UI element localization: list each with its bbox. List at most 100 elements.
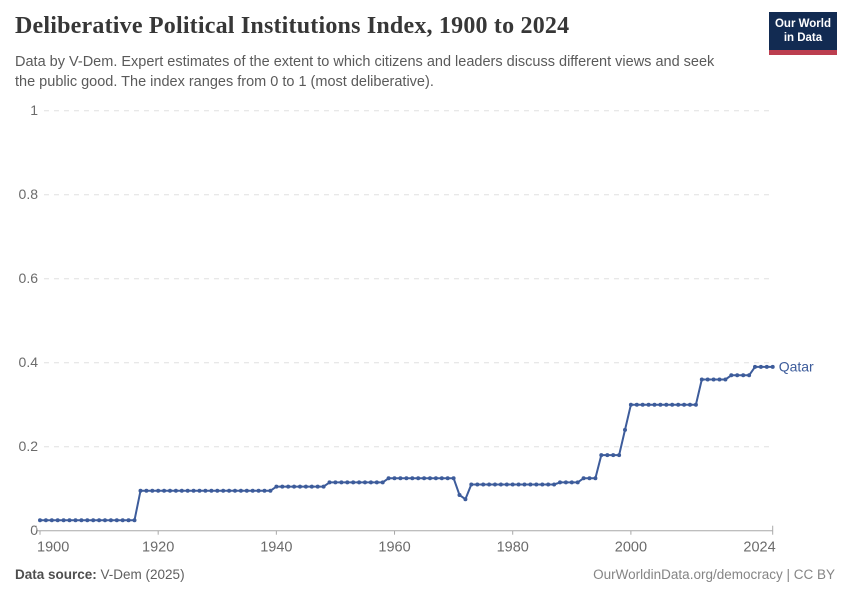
data-point xyxy=(463,497,468,502)
data-point xyxy=(534,482,539,487)
data-point xyxy=(764,364,769,369)
data-point xyxy=(540,482,545,487)
data-point xyxy=(221,488,226,493)
data-point xyxy=(469,482,474,487)
data-point xyxy=(587,476,592,481)
data-point xyxy=(487,482,492,487)
data-point xyxy=(652,402,657,407)
page-title: Deliberative Political Institutions Inde… xyxy=(15,13,570,39)
footer-link[interactable]: OurWorldinData.org/democracy | CC BY xyxy=(593,567,835,582)
data-point xyxy=(386,476,391,481)
data-point xyxy=(280,484,285,489)
data-point xyxy=(103,518,107,523)
data-point xyxy=(404,476,409,481)
data-point xyxy=(315,484,320,489)
data-source: Data source: V-Dem (2025) xyxy=(15,567,185,582)
data-point xyxy=(138,488,143,493)
data-point xyxy=(97,518,102,523)
data-point xyxy=(717,377,722,382)
data-point xyxy=(380,480,385,485)
data-point xyxy=(38,518,42,523)
data-point xyxy=(244,488,249,493)
data-point xyxy=(670,402,675,407)
data-point xyxy=(73,518,78,523)
data-point xyxy=(357,480,362,485)
data-point xyxy=(422,476,427,481)
data-point xyxy=(628,402,633,407)
data-point xyxy=(593,476,598,481)
data-point xyxy=(705,377,710,382)
data-point xyxy=(510,482,515,487)
data-point xyxy=(546,482,551,487)
data-point xyxy=(185,488,190,493)
data-point xyxy=(150,488,155,493)
y-tick-label: 0.4 xyxy=(19,354,39,370)
data-point xyxy=(646,402,651,407)
data-point xyxy=(640,402,645,407)
x-tick-label: 1900 xyxy=(37,540,69,556)
data-point xyxy=(522,482,527,487)
data-point xyxy=(144,488,149,493)
data-point xyxy=(433,476,438,481)
data-point xyxy=(85,518,90,523)
data-point xyxy=(392,476,397,481)
owid-logo-line1: Our World xyxy=(774,18,831,30)
data-point xyxy=(209,488,214,493)
data-point xyxy=(250,488,255,493)
data-point xyxy=(374,480,379,485)
data-point xyxy=(368,480,373,485)
data-source-label: Data source: xyxy=(15,567,97,582)
data-point xyxy=(439,476,444,481)
x-tick-label: 2000 xyxy=(615,540,647,556)
data-point xyxy=(303,484,308,489)
data-point xyxy=(416,476,421,481)
data-point xyxy=(481,482,486,487)
data-point xyxy=(292,484,297,489)
data-point xyxy=(516,482,521,487)
data-point xyxy=(327,480,332,485)
data-point xyxy=(634,402,639,407)
data-point xyxy=(49,518,54,523)
y-tick-label: 0.2 xyxy=(19,438,39,454)
data-point xyxy=(238,488,243,493)
data-point xyxy=(558,480,562,485)
data-point xyxy=(581,476,586,481)
owid-logo[interactable]: Our World in Data xyxy=(768,12,837,55)
data-point xyxy=(79,518,84,523)
data-point xyxy=(179,488,184,493)
data-line xyxy=(39,365,774,522)
x-tick-label: 1920 xyxy=(142,540,174,556)
data-point xyxy=(623,427,627,432)
x-tick-label: 1960 xyxy=(378,540,410,556)
data-point xyxy=(156,488,161,493)
data-point xyxy=(168,488,172,493)
data-point xyxy=(333,480,338,485)
data-point xyxy=(451,476,456,481)
data-point xyxy=(55,518,60,523)
data-point xyxy=(457,493,462,497)
data-point xyxy=(126,518,131,523)
chart-subtitle: Data by V-Dem. Expert estimates of the e… xyxy=(15,54,715,91)
x-tick-label: 1980 xyxy=(497,540,529,556)
series-end-label: Qatar xyxy=(779,358,814,374)
data-point xyxy=(321,484,326,489)
data-point xyxy=(298,484,302,489)
data-point xyxy=(711,377,716,382)
y-tick-label: 0.6 xyxy=(19,270,39,286)
data-point xyxy=(339,480,344,485)
data-point xyxy=(617,453,622,458)
data-point xyxy=(569,480,574,485)
data-point xyxy=(363,480,367,485)
data-point xyxy=(493,482,497,487)
data-point xyxy=(43,518,48,523)
data-point xyxy=(504,482,509,487)
data-point xyxy=(61,518,66,523)
data-point xyxy=(688,402,692,407)
data-point xyxy=(398,476,403,481)
data-point xyxy=(268,488,273,493)
owid-logo-line2: in Data xyxy=(783,31,823,44)
data-point xyxy=(605,453,610,458)
data-point xyxy=(108,518,113,523)
data-point xyxy=(120,518,125,523)
